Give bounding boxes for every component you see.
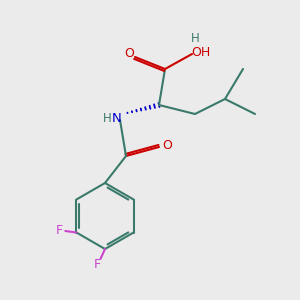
Text: OH: OH [191, 46, 210, 59]
Text: F: F [94, 258, 101, 272]
Text: N: N [112, 112, 121, 125]
Text: H: H [191, 32, 200, 45]
Text: H: H [103, 112, 112, 125]
Text: F: F [56, 224, 63, 238]
Text: O: O [163, 139, 172, 152]
Text: O: O [124, 47, 134, 60]
